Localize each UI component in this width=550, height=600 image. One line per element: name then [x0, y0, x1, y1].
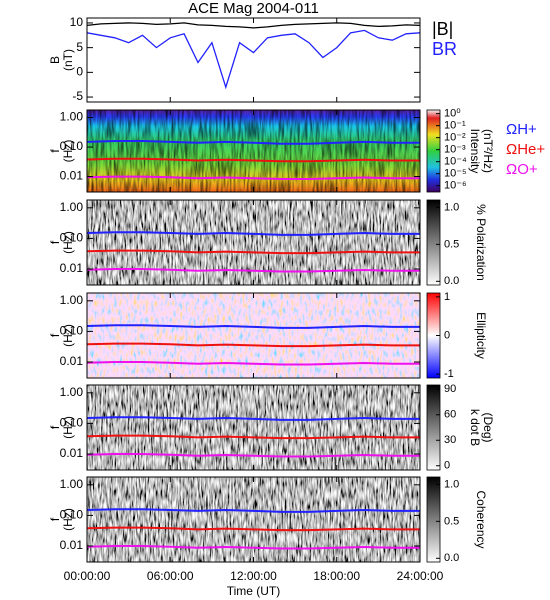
data-line — [87, 29, 420, 90]
y-tick-label: 1.00 — [60, 385, 84, 399]
y-tick-label: 0.10 — [60, 324, 84, 338]
colorbar-tick-label: 0 — [444, 460, 450, 472]
ion-gyrofrequency-line — [87, 324, 420, 329]
y-axis-label: f — [48, 517, 62, 521]
ion-gyrofrequency-line — [87, 175, 420, 180]
y-tick-label: 1.00 — [60, 110, 84, 124]
y-tick-label: 5 — [76, 40, 83, 54]
colorbar — [426, 109, 441, 193]
colorbar-tick-label: 0.5 — [444, 515, 459, 527]
legend-label: ΩH+ — [506, 121, 537, 138]
x-tick-label: 24:00:00 — [397, 569, 444, 583]
y-axis-label: (Hz) — [61, 508, 75, 531]
y-axis-label: f — [48, 333, 62, 337]
spectrogram-texture — [87, 293, 420, 378]
colorbar-label: k dot B — [468, 409, 482, 446]
colorbar-tick-label: 0.0 — [444, 275, 459, 287]
ion-gyrofrequency-line — [87, 361, 420, 366]
colorbar-tick-label: 10⁰ — [444, 108, 461, 120]
ion-gyrofrequency-line — [87, 545, 420, 550]
y-tick-label: 0.01 — [60, 446, 84, 460]
y-tick-label: 10 — [70, 15, 84, 29]
colorbar-tick-label: 60 — [444, 409, 456, 421]
y-axis-label: B — [48, 56, 62, 64]
y-tick-label: 0.01 — [60, 261, 84, 275]
legend-label: ΩO+ — [506, 161, 538, 178]
x-tick-label: 18:00:00 — [313, 569, 360, 583]
y-tick-label: 0.10 — [60, 416, 84, 430]
y-tick-label: 0.10 — [60, 508, 84, 522]
chart-title: ACE Mag 2004-011 — [188, 0, 319, 17]
colorbar-label: % Polarization — [474, 204, 488, 281]
colorbar-tick-label: 10⁻⁶ — [444, 180, 467, 192]
y-tick-label: 0.10 — [60, 231, 84, 245]
y-tick-label: 0.01 — [60, 169, 84, 183]
colorbar-label: Ellipticity — [474, 312, 488, 359]
spectrogram-texture — [87, 477, 420, 562]
colorbar-tick-label: 90 — [444, 383, 456, 395]
y-axis-label: (nT) — [61, 49, 75, 71]
colorbar-tick-label: 1 — [444, 291, 450, 303]
colorbar-label: (Deg) — [481, 412, 495, 442]
spectrogram-texture — [87, 385, 420, 470]
y-tick-label: 1.00 — [60, 293, 84, 307]
colorbar-tick-label: 30 — [444, 434, 456, 446]
legend-label: BR — [432, 39, 457, 59]
y-axis-label: f — [48, 149, 62, 153]
colorbar — [426, 384, 441, 471]
ion-gyrofrequency-line — [87, 140, 420, 145]
colorbar-tick-label: 0.5 — [444, 238, 459, 250]
colorbar-label: (nT²/Hz) — [481, 129, 495, 173]
ion-gyrofrequency-line — [87, 526, 420, 532]
ion-gyrofrequency-line — [87, 249, 420, 255]
panel-frame — [86, 17, 421, 103]
ion-gyrofrequency-line — [87, 342, 420, 348]
y-tick-label: 0.10 — [60, 139, 84, 153]
x-tick-label: 12:00:00 — [230, 569, 277, 583]
colorbar-tick-label: 10⁻¹ — [444, 120, 466, 132]
y-tick-label: 1.00 — [60, 200, 84, 214]
colorbar-tick-label: 1.0 — [444, 478, 459, 490]
ion-gyrofrequency-line — [87, 157, 420, 163]
y-tick-label: 1.00 — [60, 477, 84, 491]
ion-gyrofrequency-line — [87, 231, 420, 236]
colorbar-tick-label: 10⁻⁵ — [444, 168, 467, 180]
colorbar-tick-label: 10⁻³ — [444, 144, 466, 156]
colorbar-tick-label: -1 — [444, 368, 454, 380]
x-tick-label: 06:00:00 — [147, 569, 194, 583]
x-tick-label: 00:00:00 — [64, 569, 111, 583]
data-line — [87, 22, 420, 29]
y-tick-label: 0 — [76, 65, 83, 79]
y-tick-label: 0.01 — [60, 354, 84, 368]
x-axis-label: Time (UT) — [227, 584, 281, 598]
y-axis-label: (Hz) — [61, 231, 75, 254]
y-axis-label: (Hz) — [61, 140, 75, 163]
y-axis-label: (Hz) — [61, 324, 75, 347]
colorbar-label: Coherency — [474, 490, 488, 548]
y-axis-label: (Hz) — [61, 416, 75, 439]
colorbar — [426, 199, 441, 286]
colorbar-tick-label: 0.0 — [444, 552, 459, 564]
ion-gyrofrequency-line — [87, 268, 420, 273]
y-tick-label: -5 — [72, 89, 83, 103]
legend-label: |B| — [432, 19, 453, 39]
colorbar-tick-label: 0 — [444, 329, 450, 341]
ion-gyrofrequency-line — [87, 453, 420, 458]
ion-gyrofrequency-line — [87, 434, 420, 440]
colorbar-label: Intensity — [468, 129, 482, 174]
colorbar — [426, 476, 441, 563]
spectrogram-texture — [87, 200, 420, 285]
legend-label: ΩHe+ — [506, 141, 545, 158]
colorbar-tick-label: 1.0 — [444, 201, 459, 213]
spectrogram-texture — [87, 110, 420, 192]
ion-gyrofrequency-line — [87, 416, 420, 421]
ion-gyrofrequency-line — [87, 508, 420, 513]
y-tick-label: 0.01 — [60, 538, 84, 552]
y-axis-label: f — [48, 425, 62, 429]
colorbar-tick-label: 10⁻² — [444, 132, 466, 144]
y-axis-label: f — [48, 240, 62, 244]
colorbar-tick-label: 10⁻⁴ — [444, 156, 467, 168]
